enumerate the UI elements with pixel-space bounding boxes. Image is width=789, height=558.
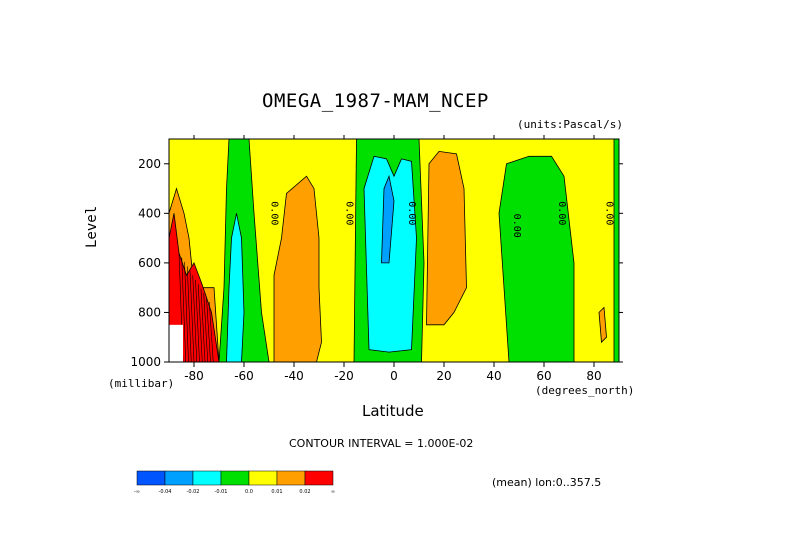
contour-label: 0.00 (406, 201, 417, 225)
dense-contour-line (186, 266, 192, 363)
dense-contour-line (206, 297, 211, 363)
dense-contour-line (208, 302, 214, 363)
y-tick-label: 400 (138, 206, 161, 220)
dense-contour-line (197, 284, 203, 363)
colorbar-label: ∞ (331, 489, 335, 495)
dense-contour-line (200, 288, 206, 363)
contour-region-orange-band-35S (273, 175, 322, 363)
colorbar-swatch (192, 470, 222, 486)
x-tick-label: -80 (184, 369, 204, 383)
contour-region-orange-band-20N (426, 150, 467, 326)
dense-contour-line (189, 270, 195, 363)
x-tick-label: 60 (536, 369, 551, 383)
contour-region-green-strip-90N (613, 138, 620, 363)
x-tick-label: -20 (334, 369, 354, 383)
x-tick-label: -60 (234, 369, 254, 383)
contour-region-orange-spot-85N (598, 306, 607, 344)
colorbar-label: 0.01 (271, 489, 282, 495)
y-tick-label: 200 (138, 157, 161, 171)
y-tick-label: 1000 (130, 355, 161, 369)
contour-interval-text: CONTOUR INTERVAL = 1.000E-02 (289, 437, 474, 450)
colorbar-swatch (164, 470, 194, 486)
x-tick-label: 80 (586, 369, 601, 383)
contour-region-cyan-band-equator (363, 155, 417, 353)
colorbar-label: -0.02 (187, 489, 200, 495)
contour-label: 0.00 (269, 201, 280, 225)
missing-data-block (169, 324, 183, 362)
contour-label: 0.00 (604, 201, 615, 225)
colorbar-swatch (220, 470, 250, 486)
colorbar-label: -0.04 (159, 489, 172, 495)
contour-region-cyan-band-60S (226, 213, 245, 363)
x-tick-label: 0 (390, 369, 398, 383)
colorbar-swatch (248, 470, 278, 486)
colorbar-swatch (136, 470, 166, 486)
dense-contour-line (203, 293, 209, 363)
colorbar-label: -0.01 (215, 489, 228, 495)
colorbar-label: 0.02 (299, 489, 310, 495)
colorbar-swatch (304, 470, 334, 486)
dense-contour-line (184, 261, 189, 363)
x-tick-label: 20 (436, 369, 451, 383)
contour-label: 0.00 (556, 201, 567, 225)
x-axis-label: Latitude (362, 402, 424, 420)
dense-contour-line (192, 275, 198, 363)
colorbar-label: -∞ (134, 489, 140, 495)
contour-label: 0.00 (511, 214, 522, 238)
x-tick-label: -40 (284, 369, 304, 383)
colorbar-label: 0.0 (245, 489, 253, 495)
y-axis-units: (millibar) (108, 377, 175, 390)
chart-title: OMEGA_1987-MAM_NCEP (262, 90, 489, 112)
x-axis-units: (degrees_north) (535, 384, 635, 397)
dense-contour-line (195, 279, 200, 363)
dense-contour-line (181, 257, 187, 363)
units-label: (units:Pascal/s) (517, 118, 623, 131)
x-tick-label: 40 (486, 369, 501, 383)
contour-label: 0.00 (344, 201, 355, 225)
contour-region-green-band-60N (498, 155, 575, 363)
mean-lon-note: (mean) lon:0..357.5 (492, 476, 602, 489)
contour-region-blue-core-equator (381, 174, 395, 264)
y-tick-label: 600 (138, 256, 161, 270)
colorbar-swatch (276, 470, 306, 486)
y-tick-label: 800 (138, 305, 161, 319)
